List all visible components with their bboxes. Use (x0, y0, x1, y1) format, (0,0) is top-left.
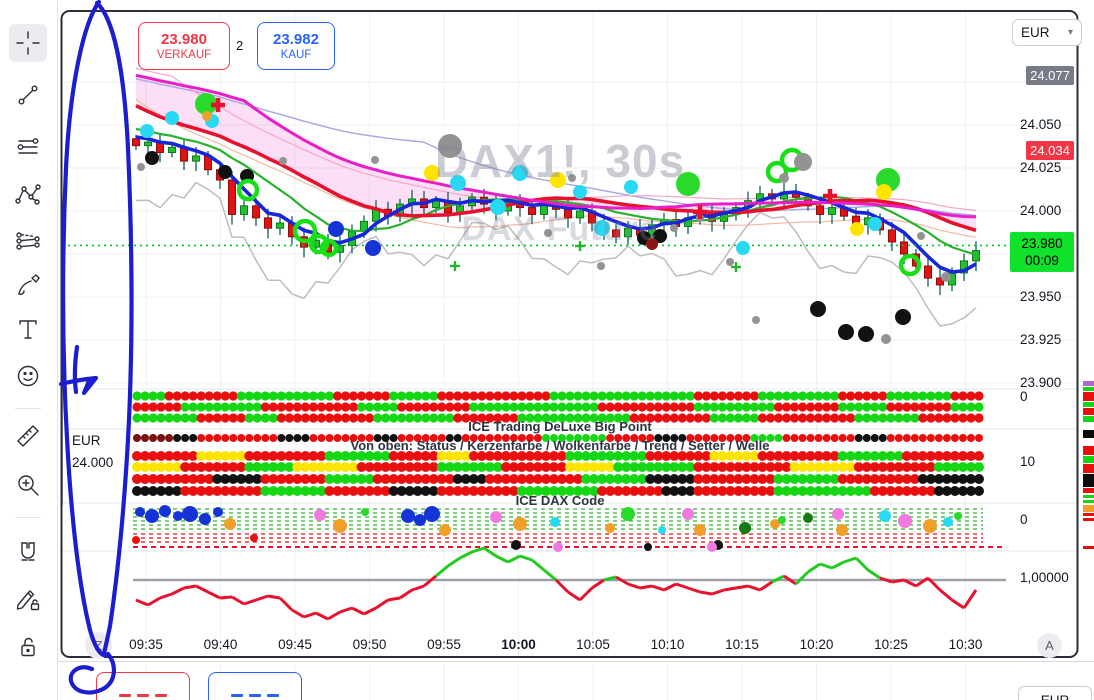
pane-separator[interactable] (0, 661, 1094, 662)
time-label: 10:00 (501, 637, 536, 652)
price-label: 23.900 (1020, 375, 1062, 390)
countdown: 00:09 (1025, 253, 1059, 268)
lock-icon[interactable] (9, 628, 47, 666)
price-label: 24.050 (1020, 117, 1062, 132)
price-label: 24.025 (1020, 160, 1062, 175)
time-label: 09:35 (129, 637, 163, 652)
xabcd-pattern-icon[interactable] (9, 177, 47, 215)
panel-scale-label: 0 (1020, 512, 1028, 527)
left-scale-value: 24.000 (72, 455, 114, 470)
panel-scale-label: 10 (1020, 454, 1036, 469)
watermark-description: DAX Future (461, 210, 659, 248)
buy-label: KAUF (280, 49, 312, 61)
text-tool-icon[interactable] (9, 310, 47, 348)
trend-line-icon[interactable] (9, 76, 47, 114)
time-label: 10:30 (948, 637, 983, 652)
time-label: 10:15 (725, 637, 759, 652)
indicator-title-2: ICE DAX Code (515, 493, 605, 508)
indicator-subtitle: Von oben: Status / Kerzenfarbe / Wolkenf… (350, 438, 770, 453)
buy-price: 23.982 (273, 31, 319, 48)
indicator-price-badge: 24.034 (1026, 141, 1074, 160)
price-label: 23.925 (1020, 332, 1062, 347)
ruler-icon[interactable] (9, 417, 47, 455)
high-price-badge: 24.077 (1026, 66, 1074, 85)
chevron-down-icon: ▾ (1067, 27, 1073, 38)
toolbar-divider (15, 408, 41, 409)
time-label: 10:05 (576, 637, 610, 652)
last-price: 23.980 (1021, 236, 1063, 251)
buy-button[interactable]: 23.982 KAUF (257, 22, 335, 70)
time-label: 09:45 (278, 637, 312, 652)
time-label: 09:50 (352, 637, 387, 652)
crosshair-icon[interactable] (9, 24, 47, 62)
forecast-icon[interactable] (9, 223, 47, 261)
time-label: 09:40 (203, 637, 238, 652)
currency-dropdown-pane2[interactable]: EUR (1018, 686, 1092, 700)
brush-icon[interactable] (9, 268, 47, 306)
price-label: 23.950 (1020, 289, 1062, 304)
currency-dropdown[interactable]: EUR ▾ (1012, 19, 1082, 46)
sell-label: VERKAUF (156, 49, 212, 61)
time-label: 09:55 (427, 637, 461, 652)
buy-button-pane2[interactable] (208, 672, 302, 700)
sell-button-pane2[interactable] (96, 672, 190, 700)
drawing-toolbar (0, 0, 58, 700)
toolbar-divider (15, 517, 41, 518)
time-label: 10:10 (650, 637, 685, 652)
sell-button[interactable]: 23.980 VERKAUF (138, 22, 230, 70)
time-label: 10:20 (799, 637, 834, 652)
drawing-lock-icon[interactable] (9, 580, 47, 618)
currency-value: EUR (1021, 25, 1050, 40)
zoom-in-icon[interactable] (9, 466, 47, 504)
more-icon[interactable] (9, 676, 47, 700)
left-scale-currency: EUR (72, 433, 101, 448)
last-price-badge: 23.980 00:09 (1010, 232, 1074, 272)
horizontal-lines-icon[interactable] (9, 128, 47, 166)
auto-scale-button[interactable]: A (1037, 633, 1062, 658)
watermark-symbol: DAX1!, 30s (434, 135, 686, 187)
timezone-button[interactable]: Z (85, 632, 112, 659)
time-label: 10:25 (874, 637, 908, 652)
spread-value: 2 (236, 38, 244, 53)
indicator-title: ICE Trading DeLuxe Big Point (468, 419, 652, 434)
magnet-icon[interactable] (9, 533, 47, 571)
sell-price: 23.980 (161, 31, 207, 48)
panel-scale-label: 0 (1020, 389, 1028, 404)
emoji-icon[interactable] (9, 357, 47, 395)
price-label: 24.000 (1020, 203, 1062, 218)
panel-scale-label: 1,00000 (1020, 570, 1069, 585)
